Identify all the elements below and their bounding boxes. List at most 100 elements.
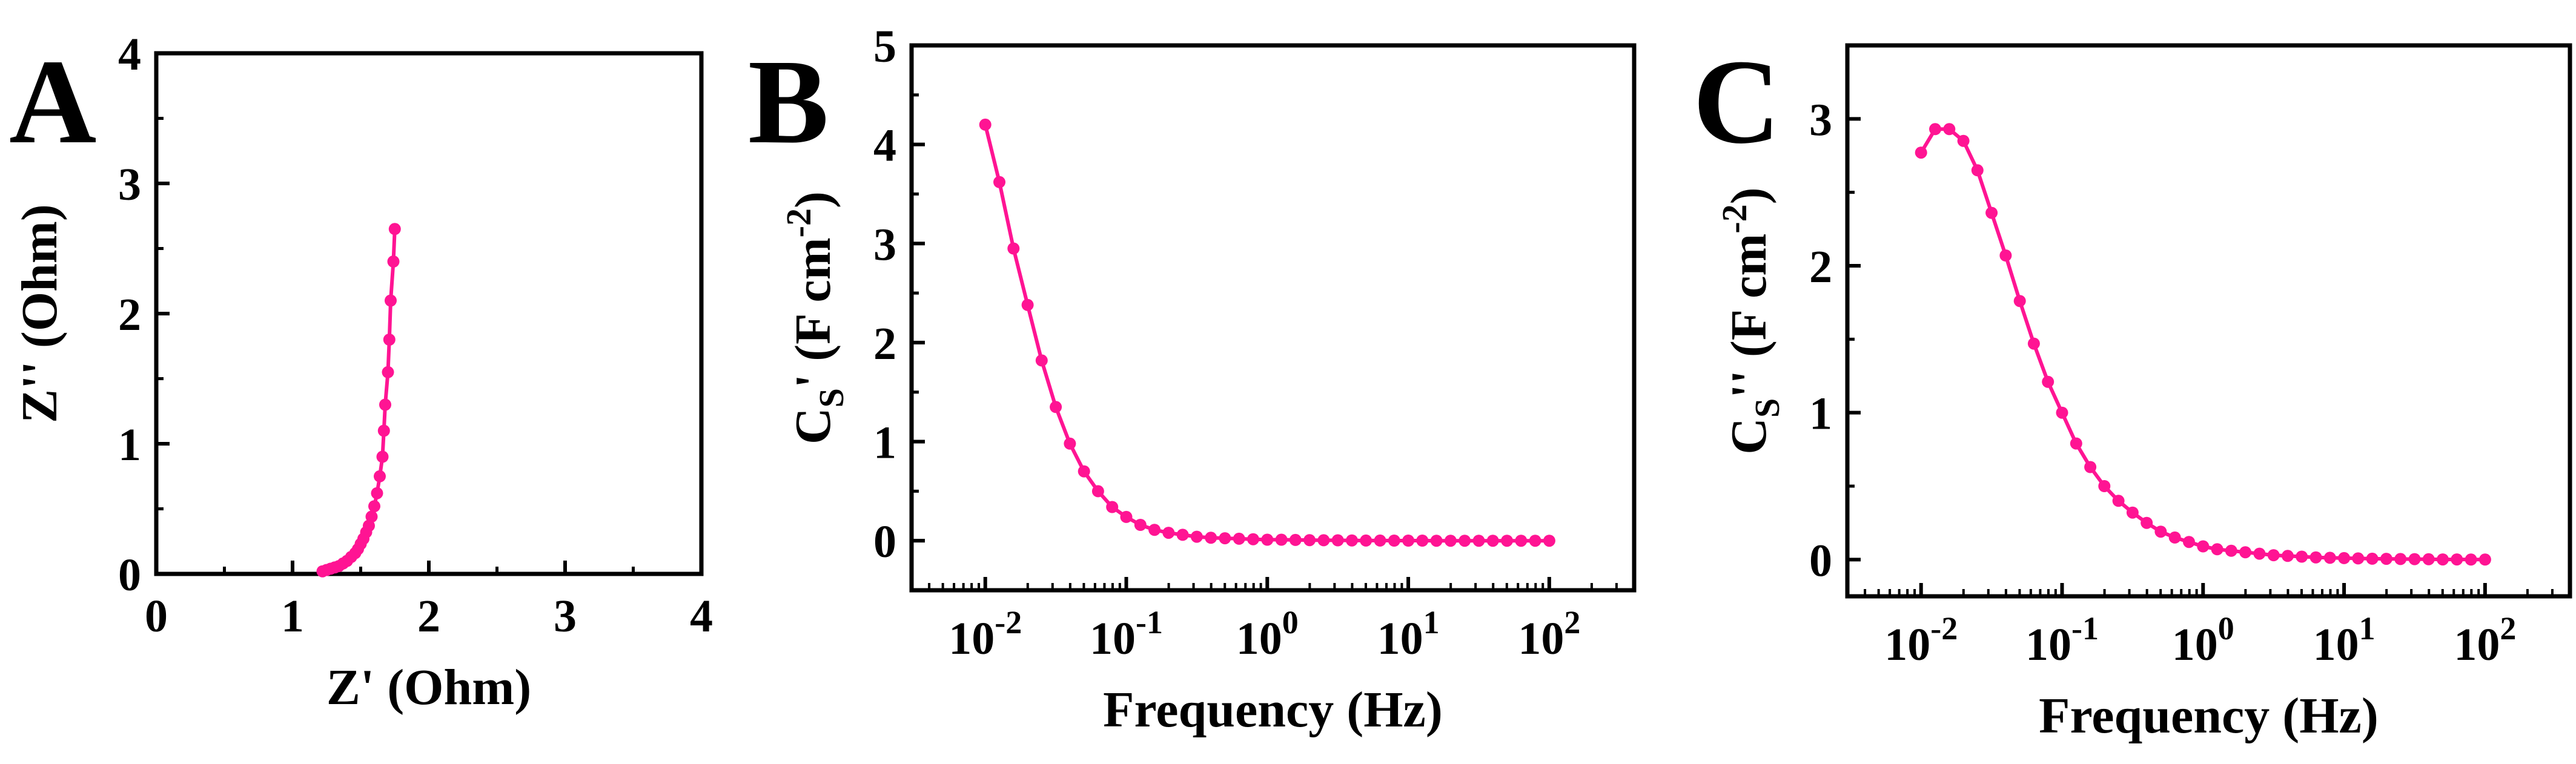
data-point (1148, 524, 1161, 536)
data-point (1007, 242, 1020, 255)
y-tick-label: 1 (118, 420, 141, 470)
y-title-main: C (785, 407, 841, 444)
y-title-rest: ' (F cm (785, 237, 841, 388)
y-tick-label: 4 (118, 29, 141, 80)
data-point (2323, 552, 2336, 564)
x-tick-base: 10 (1518, 613, 1564, 664)
data-point (1515, 535, 1528, 547)
data-point (365, 510, 378, 523)
data-point (382, 366, 394, 378)
data-point (1501, 535, 1513, 547)
data-point (1957, 134, 1970, 147)
x-tick-exponent: -2 (995, 604, 1022, 641)
y-tick-label: 1 (873, 418, 896, 469)
y-title-end: ) (1721, 187, 1777, 204)
x-tick-label: 4 (690, 591, 713, 642)
y-title-main: C (1721, 418, 1777, 455)
data-point (2042, 375, 2055, 388)
data-point (1205, 532, 1217, 544)
data-point (1388, 535, 1400, 547)
data-point (2141, 516, 2153, 529)
data-point (1929, 123, 1941, 136)
x-tick-label: 10-1 (2025, 610, 2099, 670)
data-point (1459, 535, 1471, 547)
y-tick-label: 4 (873, 120, 896, 171)
x-tick-exponent: 2 (1564, 604, 1580, 641)
x-tick-exponent: 1 (1423, 604, 1440, 641)
x-tick-label: 101 (1377, 604, 1440, 664)
x-tick-label: 10-2 (949, 604, 1022, 664)
y-axis-title: CS' (F cm-2) (779, 191, 851, 444)
data-point (1985, 206, 1998, 219)
x-tick-label: 100 (1236, 604, 1299, 664)
x-axis-title: Frequency (Hz) (1103, 682, 1443, 738)
data-point (376, 450, 389, 463)
data-point (2422, 553, 2435, 565)
data-point (1275, 533, 1288, 546)
x-tick-base: 10 (1236, 613, 1282, 664)
data-point (2112, 495, 2125, 507)
panel-a: A 0 1 2 3 4 0 1 2 3 4 Z' (Ohm) Z'' (Ohm) (9, 29, 713, 716)
data-point (2239, 546, 2252, 559)
data-point (1035, 354, 1048, 367)
data-point (1233, 532, 1245, 545)
x-tick-label: 1 (281, 591, 304, 642)
data-point (388, 223, 401, 235)
data-point (1050, 401, 1062, 413)
data-point (1247, 533, 1259, 545)
y-tick-label: 3 (118, 159, 141, 210)
data-point (1134, 519, 1147, 531)
data-point (1360, 534, 1372, 547)
x-tick-base: 10 (1090, 613, 1136, 664)
series-line (1919, 127, 2485, 562)
data-point (2168, 531, 2181, 544)
x-tick-label: 3 (554, 591, 577, 642)
data-point (1543, 535, 1555, 547)
data-point (1317, 534, 1330, 547)
data-point (1430, 535, 1443, 547)
data-point (377, 424, 390, 437)
data-point (1064, 437, 1076, 450)
data-point (2408, 553, 2421, 565)
y-tick-label: 3 (873, 219, 896, 270)
x-tick-label: 2 (417, 591, 440, 642)
data-point (1529, 535, 1541, 547)
y-tick-label: 1 (1809, 389, 1832, 440)
x-tick-exponent: -1 (2071, 610, 2099, 647)
x-tick-base: 10 (2025, 619, 2071, 670)
y-title-subscript: S (1747, 398, 1787, 418)
plot-frame (154, 51, 704, 576)
y-tick-label: 2 (118, 289, 141, 340)
panel-letter: B (748, 35, 829, 169)
data-point (2296, 550, 2308, 563)
data-point (2451, 553, 2463, 566)
y-axis-title: Z'' (Ohm) (12, 204, 68, 423)
data-point (2282, 550, 2294, 562)
data-point (2465, 553, 2477, 566)
data-point (2211, 543, 2223, 556)
data-point (1444, 535, 1457, 547)
data-point (2309, 551, 2322, 564)
x-axis-title: Z' (Ohm) (326, 659, 531, 716)
data-point (2027, 337, 2040, 350)
y-tick-label: 0 (873, 516, 896, 567)
data-point (2380, 553, 2392, 565)
y-axis-title: CS'' (F cm-2) (1715, 187, 1787, 454)
x-tick-label: 100 (2172, 610, 2234, 670)
data-point (1915, 147, 1927, 159)
x-tick-base: 10 (1377, 613, 1423, 664)
data-point (1190, 530, 1203, 543)
data-point (2267, 549, 2280, 562)
y-title-end: ) (785, 191, 841, 208)
data-point (387, 255, 400, 268)
x-tick-exponent: 0 (1282, 604, 1299, 641)
x-tick-label: 102 (1518, 604, 1580, 664)
x-tick-exponent: 1 (2359, 610, 2376, 647)
data-point (2183, 536, 2195, 548)
x-tick-label: 102 (2454, 610, 2516, 670)
x-tick-base: 10 (2313, 619, 2359, 670)
x-tick-exponent: -2 (1930, 610, 1958, 647)
data-point (2154, 525, 2167, 538)
